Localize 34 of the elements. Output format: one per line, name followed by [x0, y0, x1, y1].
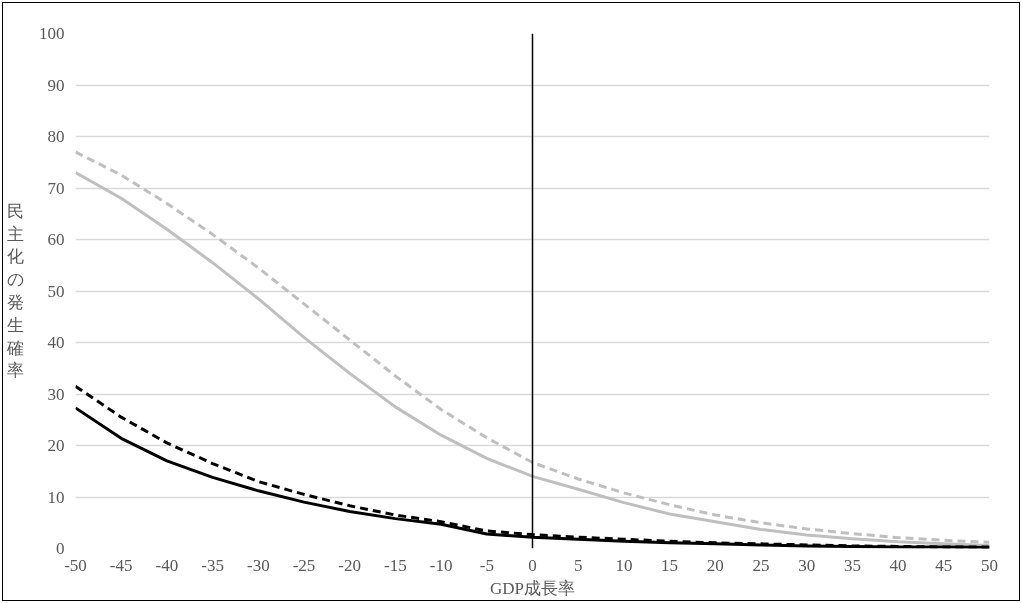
- x-tick-label: 45: [935, 555, 953, 575]
- y-tick-label: 20: [47, 436, 65, 455]
- x-tick-label: 5: [573, 555, 583, 575]
- x-tick-label: 10: [615, 555, 633, 575]
- x-tick-label: -10: [429, 555, 453, 575]
- y-tick-label: 90: [47, 75, 65, 95]
- x-tick-label: -40: [155, 555, 179, 575]
- x-tick-label: 40: [889, 555, 907, 575]
- x-tick-label: -30: [246, 555, 270, 575]
- x-tick-label: 15: [661, 555, 679, 575]
- y-axis-title: 民主化の発生確率: [6, 201, 24, 381]
- y-tick-label: 60: [47, 230, 65, 249]
- x-axis-title: GDP成長率: [490, 578, 576, 598]
- x-tick-label: 25: [752, 555, 770, 575]
- x-tick-label: -25: [292, 555, 316, 575]
- x-tick-label: -15: [384, 555, 407, 575]
- x-tick-label: -5: [479, 555, 494, 575]
- x-tick-label: -35: [201, 555, 224, 575]
- x-tick-label: -50: [64, 555, 87, 575]
- y-tick-label: 80: [47, 127, 65, 146]
- y-tick-label: 50: [47, 281, 65, 301]
- x-tick-label: 0: [528, 555, 537, 575]
- x-tick-label: 35: [843, 555, 861, 575]
- y-tick-label: 70: [47, 178, 65, 198]
- x-tick-label: 20: [706, 555, 724, 575]
- x-tick-label: -45: [109, 555, 133, 575]
- y-tick-label: 10: [47, 487, 65, 507]
- x-tick-label: 30: [798, 555, 816, 575]
- x-tick-label: -20: [338, 555, 362, 575]
- y-tick-label: 40: [47, 333, 65, 352]
- y-tick-label: 0: [56, 539, 65, 558]
- y-tick-label: 30: [47, 384, 65, 404]
- x-tick-label: 50: [981, 555, 998, 575]
- y-tick-label: 100: [39, 24, 65, 43]
